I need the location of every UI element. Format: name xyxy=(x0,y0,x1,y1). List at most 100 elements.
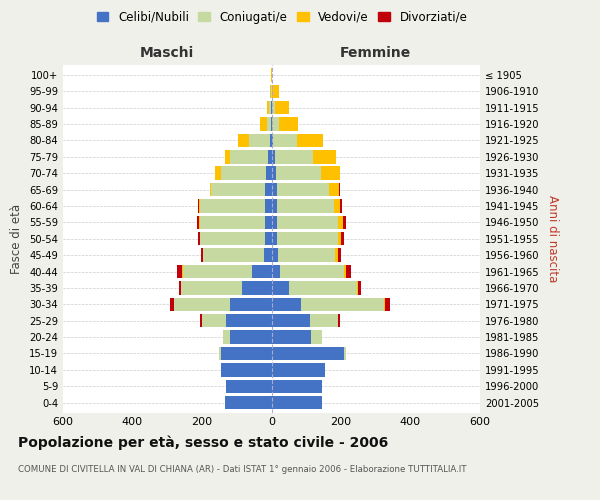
Bar xyxy=(174,298,230,311)
Bar xyxy=(278,248,335,262)
Bar xyxy=(179,281,181,294)
Bar xyxy=(230,298,271,311)
Bar xyxy=(339,183,340,196)
Bar xyxy=(265,216,271,229)
Bar xyxy=(335,248,338,262)
Bar xyxy=(170,298,174,311)
Bar xyxy=(200,314,202,328)
Bar xyxy=(280,265,344,278)
Bar xyxy=(271,118,272,130)
Bar xyxy=(199,199,200,212)
Bar xyxy=(271,380,322,393)
Bar xyxy=(221,347,271,360)
Text: Femmine: Femmine xyxy=(340,46,412,60)
Bar xyxy=(197,216,199,229)
Bar xyxy=(271,216,277,229)
Bar xyxy=(277,232,338,245)
Bar xyxy=(272,118,279,130)
Bar xyxy=(271,281,289,294)
Bar xyxy=(275,101,289,114)
Bar xyxy=(338,216,343,229)
Bar xyxy=(271,84,272,98)
Bar xyxy=(238,134,249,147)
Bar xyxy=(182,265,183,278)
Bar xyxy=(271,68,272,82)
Bar xyxy=(356,281,358,294)
Bar xyxy=(270,134,271,147)
Bar xyxy=(271,314,310,328)
Bar xyxy=(311,330,322,344)
Bar xyxy=(271,134,272,147)
Bar xyxy=(272,134,297,147)
Bar xyxy=(242,281,271,294)
Bar xyxy=(221,363,271,376)
Bar xyxy=(198,232,200,245)
Bar xyxy=(200,199,265,212)
Bar xyxy=(321,166,340,180)
Bar xyxy=(272,101,275,114)
Bar xyxy=(201,248,203,262)
Bar xyxy=(230,330,271,344)
Y-axis label: Anni di nascita: Anni di nascita xyxy=(546,195,559,282)
Bar xyxy=(277,183,329,196)
Bar xyxy=(279,118,298,130)
Bar xyxy=(226,380,271,393)
Bar xyxy=(344,265,346,278)
Bar xyxy=(177,265,182,278)
Bar xyxy=(215,166,221,180)
Text: COMUNE DI CIVITELLA IN VAL DI CHIANA (AR) - Dati ISTAT 1° gennaio 2006 - Elabora: COMUNE DI CIVITELLA IN VAL DI CHIANA (AR… xyxy=(18,465,467,474)
Bar xyxy=(221,166,266,180)
Bar xyxy=(224,150,230,164)
Bar xyxy=(264,248,271,262)
Bar xyxy=(270,84,271,98)
Bar xyxy=(313,150,336,164)
Bar xyxy=(226,314,271,328)
Bar xyxy=(329,183,339,196)
Bar xyxy=(265,183,271,196)
Bar xyxy=(220,347,221,360)
Bar xyxy=(269,101,271,114)
Bar xyxy=(310,314,338,328)
Text: Popolazione per età, sesso e stato civile - 2006: Popolazione per età, sesso e stato civil… xyxy=(18,435,388,450)
Bar xyxy=(223,330,230,344)
Bar xyxy=(346,265,352,278)
Bar xyxy=(265,232,271,245)
Bar xyxy=(198,199,199,212)
Bar xyxy=(272,84,279,98)
Bar xyxy=(358,281,361,294)
Bar xyxy=(203,248,264,262)
Bar xyxy=(271,330,311,344)
Bar xyxy=(265,199,271,212)
Bar xyxy=(277,199,334,212)
Bar xyxy=(297,134,323,147)
Bar xyxy=(200,216,265,229)
Bar xyxy=(271,298,301,311)
Bar xyxy=(266,118,271,130)
Y-axis label: Fasce di età: Fasce di età xyxy=(10,204,23,274)
Bar xyxy=(271,199,277,212)
Bar xyxy=(181,281,242,294)
Bar xyxy=(271,396,322,409)
Bar xyxy=(249,134,270,147)
Text: Maschi: Maschi xyxy=(140,46,194,60)
Bar xyxy=(277,216,338,229)
Bar xyxy=(338,232,341,245)
Bar xyxy=(301,298,385,311)
Bar xyxy=(253,265,271,278)
Bar xyxy=(341,232,344,245)
Bar xyxy=(224,396,271,409)
Bar xyxy=(202,314,226,328)
Bar xyxy=(230,150,268,164)
Legend: Celibi/Nubili, Coniugati/e, Vedovi/e, Divorziati/e: Celibi/Nubili, Coniugati/e, Vedovi/e, Di… xyxy=(92,6,472,28)
Bar xyxy=(211,183,265,196)
Bar xyxy=(289,281,356,294)
Bar xyxy=(344,347,346,360)
Bar xyxy=(271,347,344,360)
Bar xyxy=(260,118,266,130)
Bar xyxy=(271,248,278,262)
Bar xyxy=(334,199,340,212)
Bar xyxy=(183,265,253,278)
Bar xyxy=(266,166,271,180)
Bar xyxy=(340,199,342,212)
Bar xyxy=(271,166,275,180)
